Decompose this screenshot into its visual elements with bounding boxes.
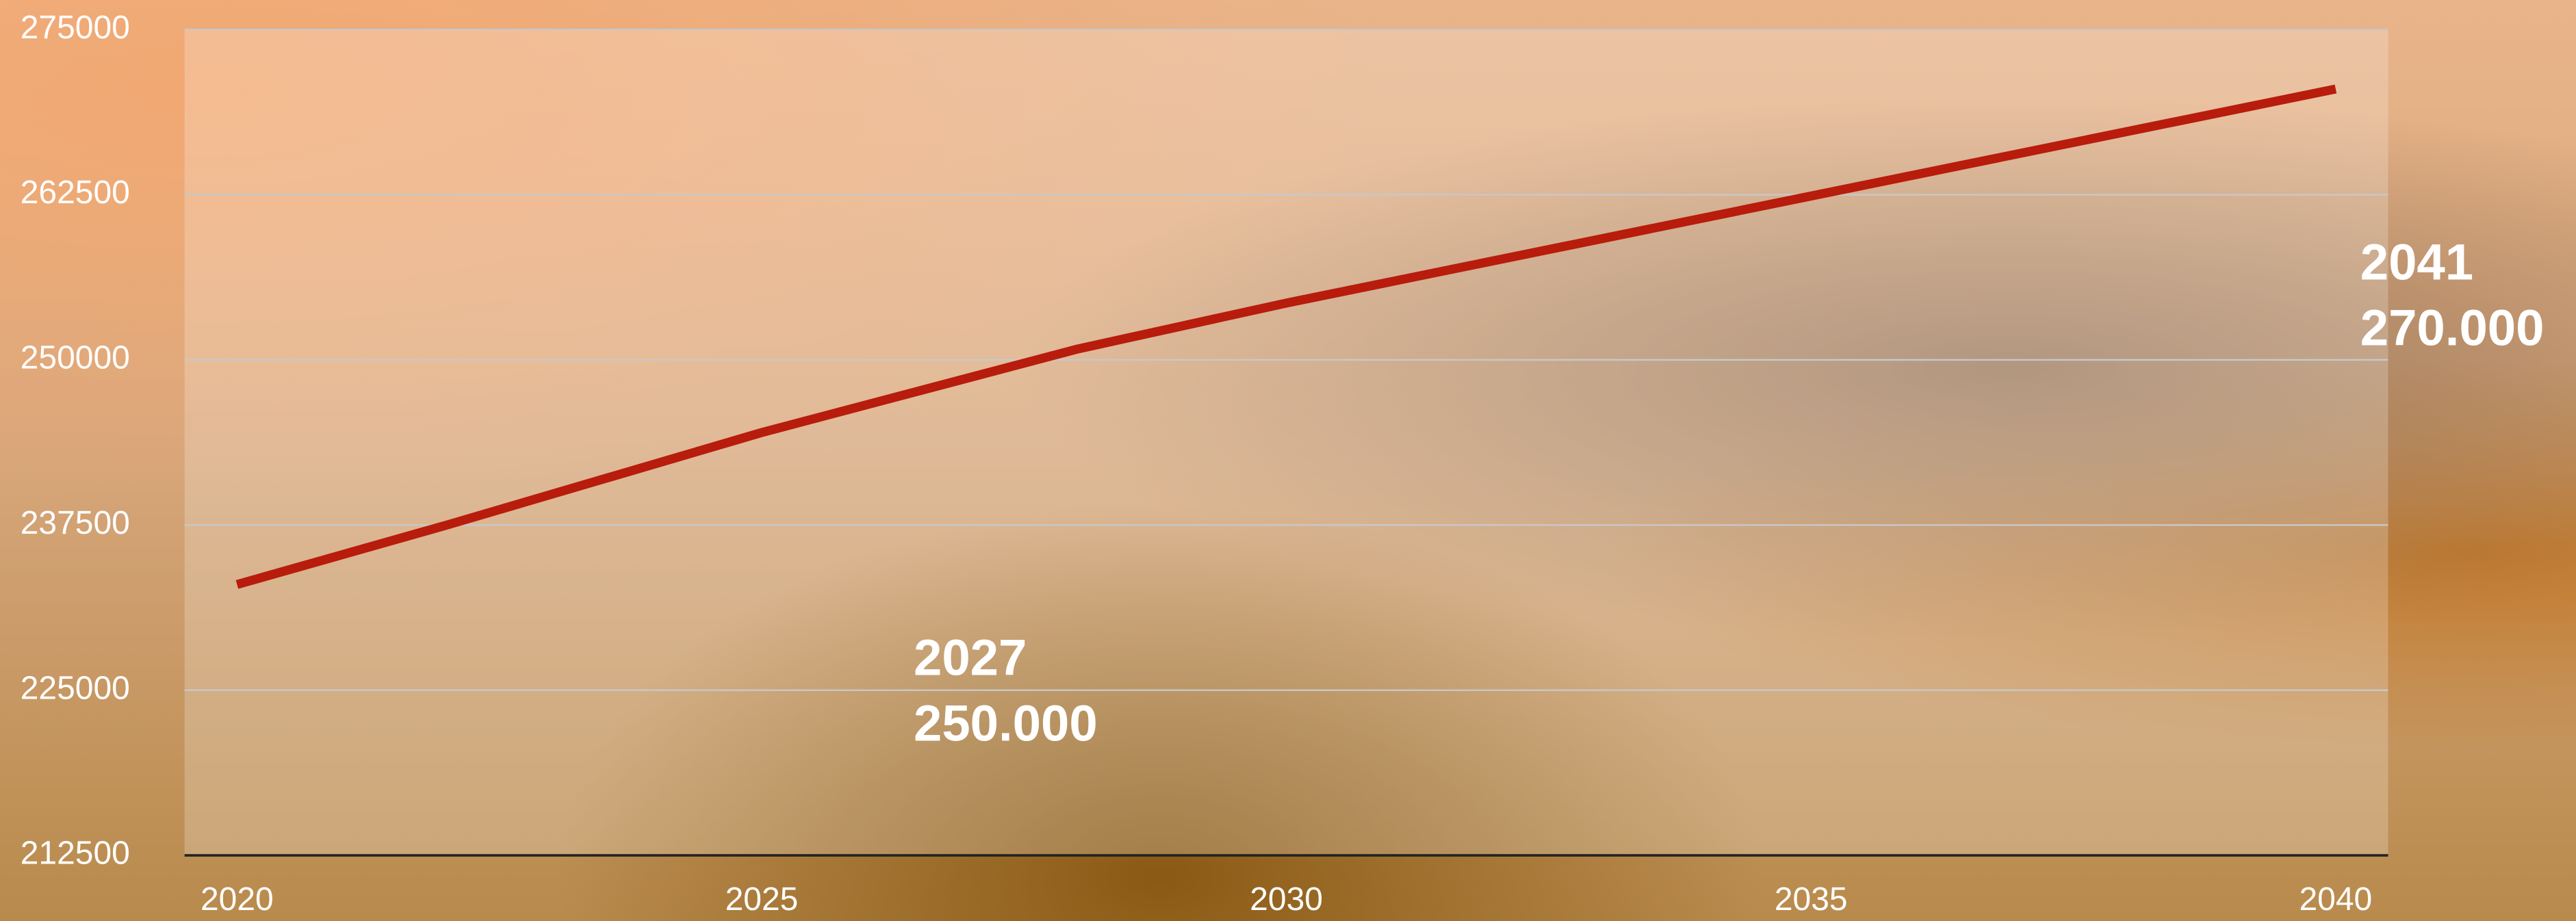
annotation: 2027 <box>914 630 1027 686</box>
x-tick-label: 2040 <box>2300 881 2373 918</box>
y-tick-label: 212500 <box>21 835 130 872</box>
y-tick-label: 225000 <box>21 670 130 706</box>
y-tick-label: 250000 <box>21 340 130 376</box>
x-tick-label: 2035 <box>1775 881 1848 918</box>
y-tick-label: 262500 <box>21 174 130 211</box>
plot-area <box>184 29 2388 856</box>
x-tick-label: 2020 <box>201 881 274 918</box>
x-tick-label: 2030 <box>1250 881 1323 918</box>
annotation: 270.000 <box>2360 299 2545 356</box>
line <box>235 84 2337 589</box>
annotation: 2041 <box>2360 233 2473 290</box>
y-tick-label: 275000 <box>21 10 130 46</box>
annotation: 250.000 <box>914 695 1098 752</box>
x-tick-label: 2025 <box>725 881 799 918</box>
y-tick-label: 237500 <box>21 505 130 541</box>
